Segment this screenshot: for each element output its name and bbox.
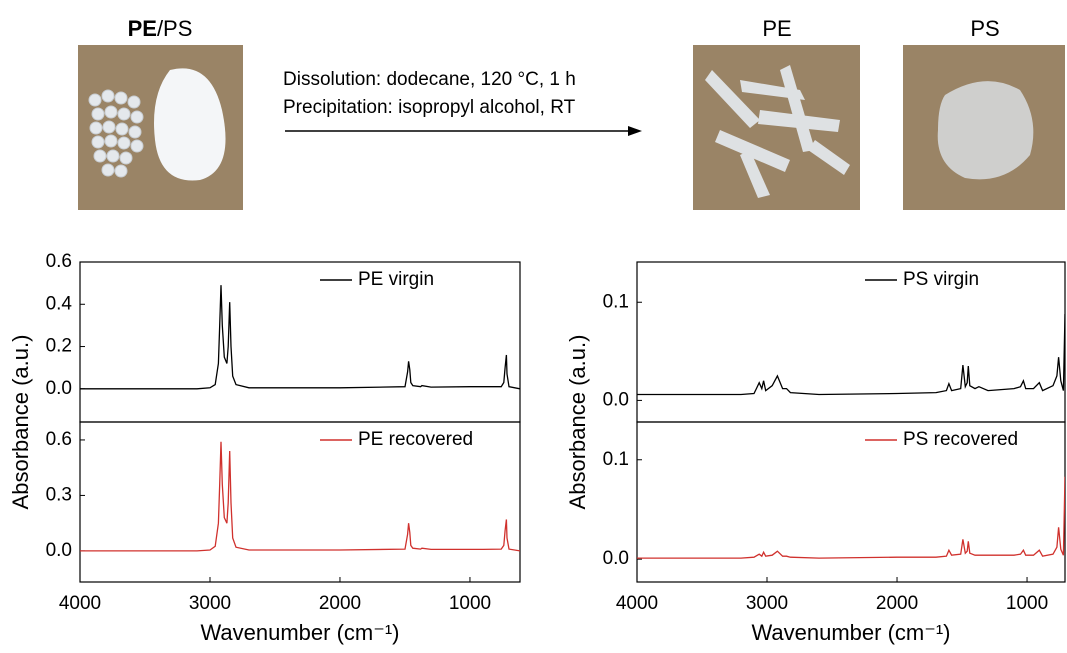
x-tick-label: 1000 xyxy=(1006,593,1048,614)
y-axis-label: Absorbance (a.u.) xyxy=(8,335,33,510)
pellets xyxy=(88,89,144,178)
arrow-head xyxy=(628,126,642,136)
x-tick-label: 1000 xyxy=(449,593,491,614)
y-axis-label: Absorbance (a.u.) xyxy=(565,335,590,510)
plot-frame xyxy=(79,421,521,583)
y-tick-label: 0.0 xyxy=(603,389,629,410)
y-tick-label: 0.3 xyxy=(46,484,72,505)
legend-label: PS recovered xyxy=(903,429,1018,450)
y-tick-label: 0.4 xyxy=(46,293,73,314)
x-axis-label: Wavenumber (cm⁻¹) xyxy=(200,620,399,645)
condition: Dissolution: dodecane, 120 °C, 1 h xyxy=(283,69,576,90)
x-tick-label: 2000 xyxy=(319,593,361,614)
powder xyxy=(154,68,226,181)
spectrum-line xyxy=(80,285,520,390)
y-tick-label: 0.1 xyxy=(603,449,629,470)
ps-lump xyxy=(937,81,1034,180)
spectrum-line xyxy=(637,476,1065,559)
spectrum-line xyxy=(637,313,1065,396)
plot-frame xyxy=(636,261,1066,423)
feed-label-bold: PE xyxy=(128,16,157,41)
legend-label: PE recovered xyxy=(358,429,473,450)
pe-strips xyxy=(705,65,850,198)
plot-frame xyxy=(79,261,521,423)
legend-label: PS virgin xyxy=(903,269,979,290)
x-axis-label: Wavenumber (cm⁻¹) xyxy=(751,620,950,645)
x-tick-label: 4000 xyxy=(59,593,101,614)
x-tick-label: 3000 xyxy=(189,593,231,614)
y-tick-label: 0.0 xyxy=(46,540,72,561)
legend-label: PE virgin xyxy=(358,269,434,290)
product-label: PS xyxy=(970,16,999,41)
y-tick-label: 0.0 xyxy=(603,548,629,569)
x-tick-label: 2000 xyxy=(876,593,918,614)
scheme: PE/PS Dissolution: dodecane, 120 °C, 1 h… xyxy=(78,16,1065,210)
x-tick-label: 3000 xyxy=(746,593,788,614)
product-label: PE xyxy=(762,16,791,41)
feed-label: PE/PS xyxy=(128,16,193,41)
y-tick-label: 0.0 xyxy=(46,378,72,399)
x-tick-label: 4000 xyxy=(616,593,658,614)
condition: Precipitation: isopropyl alcohol, RT xyxy=(283,97,576,118)
y-tick-label: 0.2 xyxy=(46,336,72,357)
feed-label-rest: /PS xyxy=(157,16,192,41)
y-tick-label: 0.6 xyxy=(46,429,72,450)
y-tick-label: 0.1 xyxy=(603,291,629,312)
y-tick-label: 0.6 xyxy=(46,251,72,272)
spectrum-line xyxy=(80,441,520,552)
